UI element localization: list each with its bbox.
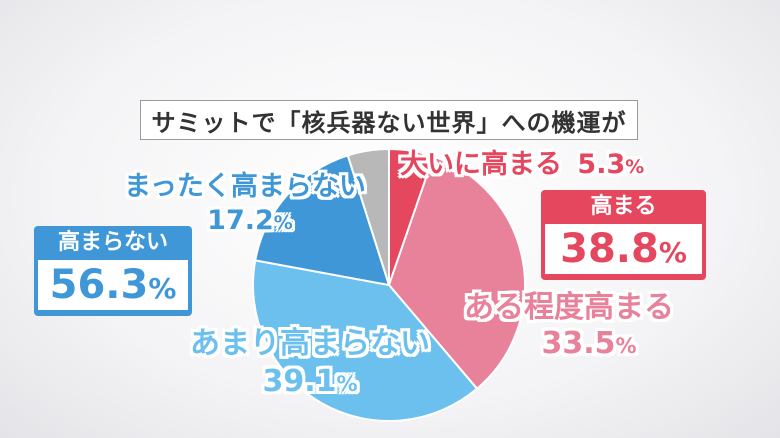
summary-positive-box: 高まる 38.8%: [541, 190, 706, 280]
chart-title: サミットで「核兵器ない世界」への機運が: [140, 100, 638, 140]
summary-positive-label: 高まる: [590, 194, 657, 219]
label-amari-takamaranai: あまり高まらない 39.1%: [190, 326, 430, 399]
summary-negative-value: 56.3%: [38, 260, 188, 310]
summary-negative-box: 高まらない 56.3%: [34, 226, 192, 316]
summary-positive-value: 38.8%: [545, 224, 702, 274]
label-aru-teido-takamaru: ある程度高まる 33.5%: [464, 290, 674, 361]
summary-negative-label: 高まらない: [57, 230, 168, 255]
label-oini-takamaru: 大いに高まる 5.3%: [400, 149, 645, 180]
pie-slice-4: [346, 147, 390, 286]
pie-slice-3: [254, 154, 391, 287]
pie-slice-2: [252, 259, 479, 422]
pie-slice-1: [387, 155, 526, 391]
label-mattaku-takamaranai: まったく高まらない 17.2%: [124, 171, 366, 236]
